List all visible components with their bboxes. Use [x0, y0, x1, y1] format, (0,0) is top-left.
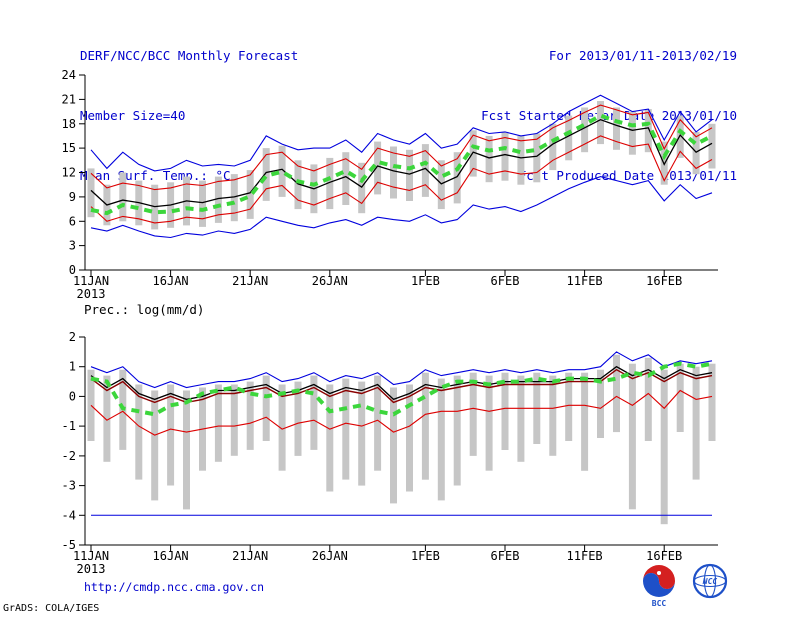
lower-red-line	[90, 389, 713, 436]
x-tick-label: 1FEB	[411, 549, 440, 563]
green-dashed-line	[90, 113, 713, 216]
ensemble-max-line	[90, 94, 713, 172]
x-tick-label: 11FEB	[567, 274, 603, 288]
member-size-label: Member Size=40	[80, 108, 186, 123]
x-tick-label: 16FEB	[646, 274, 682, 288]
x-tick-label: 26JAN	[312, 549, 348, 563]
x-tick-label: 6FEB	[491, 274, 520, 288]
y-tick-label: 3	[69, 239, 76, 253]
bcc-logo-icon	[643, 565, 675, 597]
ncc-logo-label: NCC	[702, 577, 718, 586]
bcc-logo-label: BCC	[652, 599, 667, 608]
x-tick-label: 16FEB	[646, 549, 682, 563]
x-tick-label: 26JAN	[312, 274, 348, 288]
ncc-logo-icon	[692, 563, 728, 599]
ensemble-mean-line	[90, 118, 713, 208]
x-tick-label: 21JAN	[232, 274, 268, 288]
precip-section-label: Prec.: log(mm/d)	[84, 302, 205, 317]
y-tick-label: -3	[62, 479, 76, 493]
y-tick-label: 6	[69, 214, 76, 228]
temperature-section-label: Mean Surf. Temp.: °C	[80, 168, 231, 183]
dark-red-line	[90, 368, 713, 404]
ensemble-spread-bars	[87, 354, 716, 525]
upper-blue-line	[90, 351, 713, 389]
y-tick-label: 18	[62, 117, 76, 131]
x-tick-label: 1FEB	[411, 274, 440, 288]
lower-red-line	[90, 135, 713, 224]
grads-stamp: GrADS: COLA/IGES	[3, 603, 100, 614]
x-tick-label: 16JAN	[153, 549, 189, 563]
produced-date-label: Fcst Produced Date 2013/01/11	[518, 168, 737, 183]
y-tick-label: -1	[62, 419, 76, 433]
y-tick-label: 1	[69, 360, 76, 374]
footer-logos: BCC NCC	[630, 558, 740, 610]
y-tick-label: 12	[62, 166, 76, 180]
source-url-link[interactable]: http://cmdp.ncc.cma.gov.cn	[84, 580, 265, 594]
x-tick-label: 11FEB	[567, 549, 603, 563]
y-tick-label: -5	[62, 538, 76, 552]
y-tick-label: 9	[69, 190, 76, 204]
ensemble-mean-line	[90, 365, 713, 401]
ensemble-spread-bars	[87, 101, 716, 230]
axes	[79, 336, 718, 551]
x-tick-label: 6FEB	[491, 549, 520, 563]
x-tick-label: 21JAN	[232, 549, 268, 563]
ensemble-min-line	[90, 176, 713, 239]
header-left: DERF/NCC/BCC Monthly Forecast Member Siz…	[80, 6, 298, 226]
x-tick-label: 16JAN	[153, 274, 189, 288]
forecast-period-label: For 2013/01/11-2013/02/19	[548, 48, 737, 63]
y-tick-label: 21	[62, 92, 76, 106]
upper-red-line	[90, 104, 713, 191]
x-tick-label: 11JAN	[73, 274, 109, 288]
axes	[79, 74, 718, 276]
y-tick-label: 0	[69, 389, 76, 403]
x-tick-sublabel: 2013	[77, 287, 106, 301]
y-tick-label: -2	[62, 449, 76, 463]
y-tick-label: -4	[62, 508, 76, 522]
logos-svg: BCC NCC	[643, 563, 728, 608]
x-tick-label: 11JAN	[73, 549, 109, 563]
page-title: DERF/NCC/BCC Monthly Forecast	[80, 48, 299, 63]
y-tick-label: 15	[62, 141, 76, 155]
y-tick-label: 2	[69, 330, 76, 344]
green-dashed-line	[90, 361, 713, 417]
y-tick-label: 24	[62, 68, 76, 82]
y-tick-label: 0	[69, 263, 76, 277]
x-tick-sublabel: 2013	[77, 562, 106, 576]
